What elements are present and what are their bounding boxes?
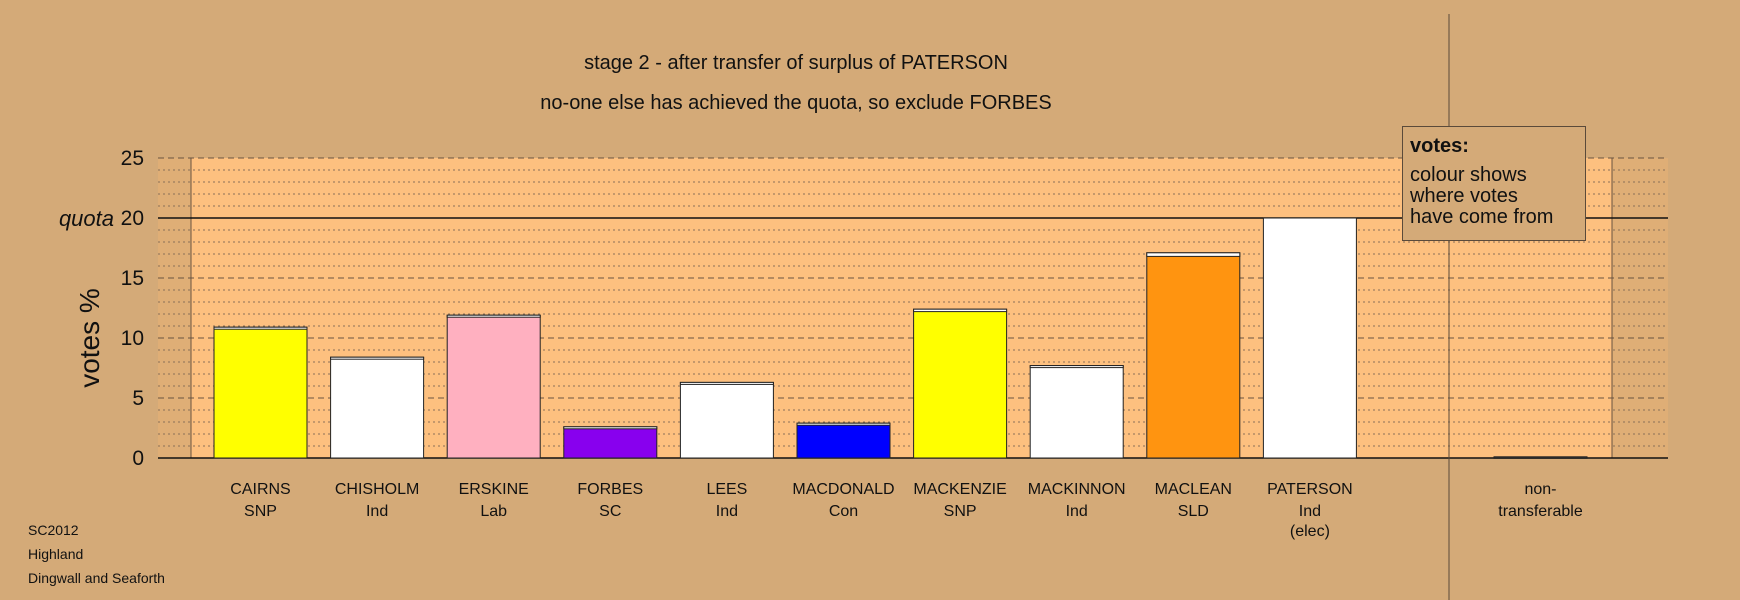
x-label-name: CAIRNS — [230, 481, 290, 498]
x-label-name: MACLEAN — [1155, 481, 1232, 498]
footer-ward: Dingwall and Seaforth — [28, 570, 165, 586]
bar-forbes — [563, 426, 658, 459]
x-label-name: ERSKINE — [459, 481, 529, 498]
x-label-note: (elec) — [1290, 523, 1330, 540]
x-label-party: Ind — [1066, 503, 1088, 520]
chart-subtitle: no-one else has achieved the quota, so e… — [540, 92, 1052, 114]
x-label-name: CHISHOLM — [335, 481, 419, 498]
x-label-party: SLD — [1178, 503, 1209, 520]
x-label-nontransferable-2: transferable — [1498, 503, 1583, 520]
plot-side-right — [1612, 158, 1668, 458]
x-label-name: LEES — [706, 481, 747, 498]
x-label-name: PATERSON — [1267, 481, 1353, 498]
bar-transfer-cairns — [213, 326, 308, 330]
y-tick-label: 20 — [121, 207, 144, 230]
bar-lees — [679, 381, 774, 459]
x-label-party: SNP — [244, 503, 277, 520]
plot-background — [191, 158, 1612, 458]
bar-erskine — [446, 314, 541, 459]
bar-mackenzie — [913, 308, 1008, 459]
x-label-nontransferable-1: non- — [1524, 481, 1556, 498]
x-label-party: Ind — [1299, 503, 1321, 520]
legend-heading: votes: — [1410, 135, 1469, 157]
bar-transfer-mackinnon — [1029, 365, 1124, 369]
legend-body: colour shows where votes have come from — [1410, 164, 1554, 228]
bar-transfer-mackenzie — [913, 308, 1008, 313]
y-axis-label: votes % — [74, 288, 105, 388]
y-tick-label: 10 — [121, 327, 144, 350]
x-label-name: FORBES — [577, 481, 643, 498]
bar-transfer-erskine — [446, 314, 541, 318]
x-label-name: MACKENZIE — [913, 481, 1006, 498]
y-tick-label: 25 — [121, 147, 144, 170]
chart-title: stage 2 - after transfer of surplus of P… — [584, 52, 1008, 74]
bar-maclean — [1146, 252, 1241, 459]
x-label-party: Lab — [480, 503, 507, 520]
bar-transfer-chisholm — [330, 356, 425, 360]
quota-label: quota — [59, 206, 114, 231]
plot-side-left — [158, 158, 191, 458]
x-label-party: Ind — [716, 503, 738, 520]
legend-box: votes: colour shows where votes have com… — [1402, 126, 1586, 241]
bar-transfer-lees — [679, 381, 774, 385]
x-label-party: SC — [599, 503, 621, 520]
bar-transfer-forbes — [563, 426, 658, 430]
bar-transfer-macdonald — [796, 422, 891, 426]
x-label-party: SNP — [944, 503, 977, 520]
x-label-party: Ind — [366, 503, 388, 520]
x-label-name: MACDONALD — [792, 481, 894, 498]
y-tick-label: 15 — [121, 267, 144, 290]
bar-transfer-maclean — [1146, 252, 1241, 257]
bar-nontransferable — [1493, 456, 1588, 459]
x-label-party: Con — [829, 503, 858, 520]
footer-year: SC2012 — [28, 522, 79, 538]
footer-council: Highland — [28, 546, 84, 562]
y-tick-label: 5 — [132, 387, 144, 410]
bar-macdonald — [796, 422, 891, 459]
x-label-name: MACKINNON — [1028, 481, 1126, 498]
bar-paterson — [1262, 217, 1357, 459]
bar-cairns — [213, 326, 308, 459]
y-tick-label: 0 — [132, 447, 144, 470]
bar-mackinnon — [1029, 365, 1124, 459]
bar-chisholm — [330, 356, 425, 459]
